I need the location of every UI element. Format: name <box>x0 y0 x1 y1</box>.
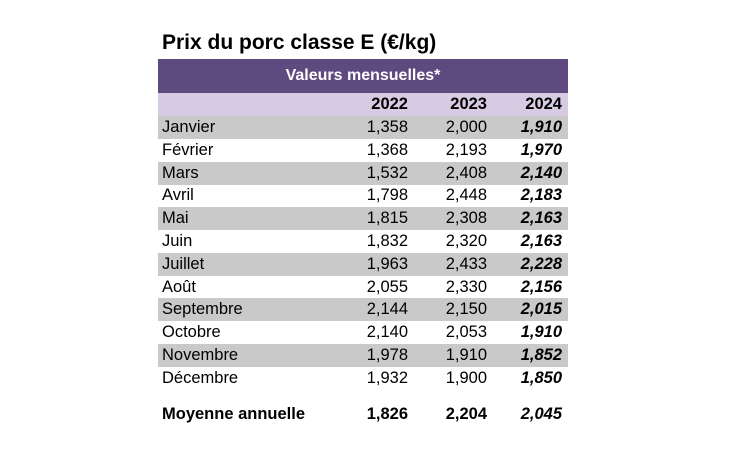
cell-value: 1,368 <box>366 140 408 159</box>
cell-value: 1,850 <box>520 368 562 387</box>
cell-value: 2,183 <box>520 186 562 205</box>
row-label: Septembre <box>162 300 243 319</box>
cell-value: 1,910 <box>520 118 562 136</box>
row-label: Juillet <box>162 254 205 273</box>
row-label: Décembre <box>162 368 239 387</box>
cell-value: 1,970 <box>520 140 562 159</box>
row-label: Janvier <box>162 118 216 136</box>
cell-value: 1,532 <box>366 163 408 182</box>
column-header: 2023 <box>450 95 487 113</box>
table-row: Novembre 1,978 1,910 1,852 <box>158 344 568 367</box>
cell-value: 2,055 <box>366 277 408 296</box>
row-label: Novembre <box>162 346 239 364</box>
summary-label: Moyenne annuelle <box>162 405 306 423</box>
cell-value: 2,330 <box>445 277 487 296</box>
cell-value: 1,963 <box>366 254 408 273</box>
column-header: 2024 <box>525 95 562 113</box>
cell-value: 2,408 <box>445 163 487 182</box>
cell-value: 2,000 <box>445 118 487 136</box>
cell-value: 1,358 <box>366 118 408 136</box>
cell-value: 1,932 <box>366 368 408 387</box>
row-label: Avril <box>162 186 194 205</box>
table-row: Décembre 1,932 1,900 1,850 <box>158 367 568 390</box>
cell-value: 2,163 <box>520 209 562 228</box>
cell-value: 2,448 <box>445 186 487 205</box>
cell-value: 2,053 <box>445 323 487 342</box>
table-row: Juillet 1,963 2,433 2,228 <box>158 252 568 276</box>
table-row: Avril 1,798 2,448 2,183 <box>158 184 568 207</box>
summary-value: 1,826 <box>366 405 408 423</box>
column-header: 2022 <box>371 95 408 113</box>
cell-value: 1,832 <box>366 232 408 250</box>
cell-value: 2,163 <box>520 232 562 250</box>
summary-row: Moyenne annuelle 1,826 2,204 2,045 <box>158 403 568 426</box>
cell-value: 1,910 <box>520 323 562 342</box>
row-label: Octobre <box>162 323 221 342</box>
row-label: Juin <box>162 232 193 250</box>
cell-value: 2,140 <box>366 323 408 342</box>
cell-value: 1,900 <box>445 368 487 387</box>
table-row: Août 2,055 2,330 2,156 <box>158 276 568 299</box>
summary-value: 2,204 <box>445 405 487 423</box>
summary-value: 2,045 <box>520 405 562 423</box>
cell-value: 1,852 <box>520 346 562 364</box>
row-label: Août <box>162 277 196 296</box>
cell-value: 2,140 <box>520 163 562 182</box>
row-label: Février <box>162 140 214 159</box>
table-row: Octobre 2,140 2,053 1,910 <box>158 321 568 344</box>
cell-value: 2,015 <box>520 300 562 319</box>
cell-value: 1,978 <box>366 346 408 364</box>
cell-value: 2,308 <box>445 209 487 228</box>
cell-value: 2,228 <box>520 254 562 273</box>
table-subtitle: Valeurs mensuelles* <box>158 59 568 93</box>
table-row: Mars 1,532 2,408 2,140 <box>158 161 568 185</box>
row-label: Mai <box>162 209 189 228</box>
table-row: Juin 1,832 2,320 2,163 <box>158 230 568 253</box>
cell-value: 2,150 <box>445 300 487 319</box>
table-title: Prix du porc classe E (€/kg) <box>162 31 437 54</box>
column-header-row: 2022 2023 2024 <box>158 93 568 116</box>
cell-value: 1,910 <box>445 346 487 364</box>
cell-value: 2,320 <box>445 232 487 250</box>
table-row: Mai 1,815 2,308 2,163 <box>158 207 568 231</box>
table-row: Février 1,368 2,193 1,970 <box>158 139 568 162</box>
table-row: Septembre 2,144 2,150 2,015 <box>158 298 568 322</box>
cell-value: 1,798 <box>366 186 408 205</box>
cell-value: 2,433 <box>445 254 487 273</box>
cell-value: 2,156 <box>520 277 562 296</box>
cell-value: 2,193 <box>445 140 487 159</box>
table-row: Janvier 1,358 2,000 1,910 <box>158 116 568 139</box>
cell-value: 1,815 <box>366 209 408 228</box>
cell-value: 2,144 <box>366 300 408 319</box>
row-label: Mars <box>162 163 199 182</box>
